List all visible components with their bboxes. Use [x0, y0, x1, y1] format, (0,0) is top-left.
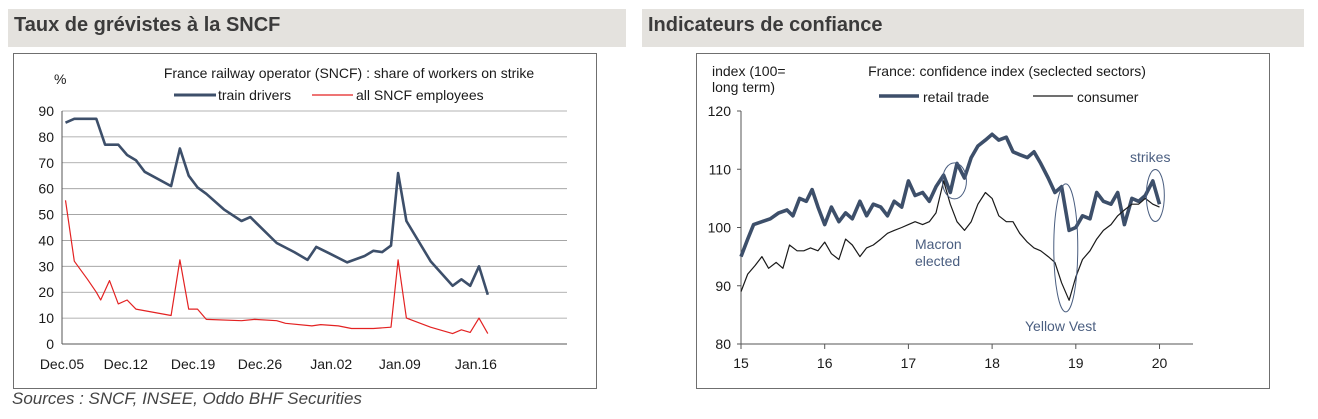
y-tick-label-100: 100: [708, 220, 732, 236]
chart-title: France: confidence index (seclected sect…: [868, 63, 1146, 79]
y-tick-label-110: 110: [709, 161, 732, 177]
y-tick-label-120: 120: [708, 103, 732, 119]
y-tick-label-80: 80: [715, 336, 731, 352]
y-tick-label-90: 90: [715, 278, 731, 294]
chart-legend: retail trade consumer: [879, 89, 1139, 105]
y-tick-label-30: 30: [38, 258, 54, 274]
x-tick-label-dec-12: Dec.12: [104, 356, 149, 372]
series-line-consumer: [740, 180, 1160, 301]
x-tick-label-jan-09: Jan.09: [379, 356, 421, 372]
left-panel-title: Taux de grévistes à la SNCF: [14, 14, 281, 36]
source-note: Sources : SNCF, INSEE, Oddo BHF Securiti…: [12, 389, 362, 408]
legend-label-consumer: consumer: [1077, 89, 1139, 105]
x-tick-label-18: 18: [984, 355, 1000, 371]
legend-label-all-sncf-employees: all SNCF employees: [356, 87, 484, 103]
annotation-yellow-vest: Yellow Vest: [1025, 318, 1096, 334]
y-tick-label-80: 80: [38, 129, 54, 145]
x-tick-label-dec-19: Dec.19: [171, 356, 216, 372]
y-tick-label-60: 60: [38, 181, 54, 197]
series-line-all-sncf-employees: [64, 200, 489, 335]
right-panel-header: Indicateurs de confiance: [642, 9, 1304, 47]
annotation-strikes: strikes: [1130, 149, 1170, 165]
confidence-index-chart: France: confidence index (seclected sect…: [696, 53, 1270, 389]
y-axis-label: index (100= long term): [712, 63, 786, 95]
x-tick-label-15: 15: [733, 355, 749, 371]
x-tick-label-19: 19: [1068, 355, 1084, 371]
y-tick-label-90: 90: [38, 103, 54, 119]
y-axis-label: %: [54, 71, 66, 87]
strikes-ellipse: [1145, 168, 1165, 222]
x-tick-label-dec-05: Dec.05: [40, 356, 85, 372]
x-tick-label-dec-26: Dec.26: [238, 356, 283, 372]
sncf-strike-chart-svg: France railway operator (SNCF) : share o…: [38, 65, 567, 372]
x-tick-label-jan-02: Jan.02: [310, 356, 352, 372]
y-tick-label-50: 50: [38, 207, 54, 223]
right-panel-title: Indicateurs de confiance: [648, 14, 883, 36]
confidence-index-chart-svg: France: confidence index (seclected sect…: [708, 63, 1193, 371]
sncf-strike-chart: France railway operator (SNCF) : share o…: [13, 53, 597, 389]
x-tick-label-17: 17: [901, 355, 917, 371]
y-tick-label-70: 70: [38, 155, 54, 171]
series-line-retail-trade: [739, 132, 1162, 258]
left-panel-header: Taux de grévistes à la SNCF: [8, 9, 626, 47]
legend-label-train-drivers: train drivers: [218, 87, 291, 103]
legend-label-retail-trade: retail trade: [923, 89, 989, 105]
chart-title: France railway operator (SNCF) : share o…: [164, 65, 535, 81]
series-line-train-drivers: [64, 117, 490, 296]
yellow-vest-ellipse: [1053, 183, 1079, 313]
annotation-macron-elected: Macron elected: [915, 236, 962, 269]
y-tick-label-0: 0: [46, 336, 54, 352]
y-tick-label-20: 20: [38, 284, 54, 300]
x-tick-label-16: 16: [817, 355, 833, 371]
y-tick-label-10: 10: [38, 310, 54, 326]
x-tick-label-jan-16: Jan.16: [455, 356, 497, 372]
chart-legend: train drivers all SNCF employees: [174, 87, 484, 103]
y-tick-label-40: 40: [38, 232, 54, 248]
macron-ellipse: [941, 162, 967, 200]
x-tick-label-20: 20: [1152, 355, 1168, 371]
